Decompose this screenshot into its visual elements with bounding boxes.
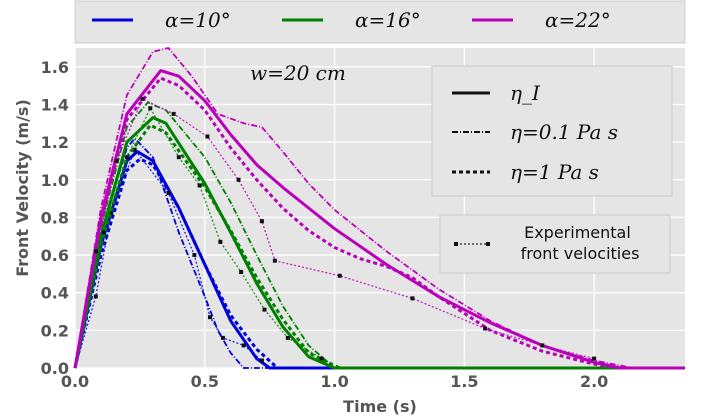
- series-line-5: [74, 101, 685, 369]
- experimental-point: [241, 343, 246, 348]
- experimental-legend-label: Experimental front velocities: [521, 223, 640, 263]
- experimental-legend-line-1: Experimental: [524, 223, 631, 242]
- experimental-point: [239, 270, 244, 274]
- y-tick-label: 1.2: [41, 133, 69, 152]
- series-line-2: [73, 157, 685, 370]
- style-label-eta-01: η=0.1 Pa s: [510, 120, 618, 144]
- experimental-point: [220, 335, 225, 340]
- width-annotation: w=20 cm: [250, 61, 346, 85]
- series-line-3: [74, 148, 263, 369]
- experimental-point: [93, 249, 98, 254]
- legend-label-alpha-22: α=22°: [545, 8, 611, 32]
- experimental-point: [218, 239, 223, 244]
- experimental-point: [483, 326, 488, 331]
- x-axis-title: Time (s): [343, 397, 417, 416]
- series-line-6: [73, 123, 685, 370]
- experimental-point: [592, 356, 597, 361]
- experimental-marker-left: [454, 242, 458, 246]
- y-tick-label: 1.4: [41, 95, 69, 114]
- x-tick-label: 0.5: [191, 372, 219, 391]
- experimental-point: [259, 358, 264, 363]
- x-tick-label: 1.5: [450, 372, 478, 391]
- series-line-11: [74, 98, 595, 369]
- ticks: 0.0 0.5 1.0 1.5 2.0 0.0 0.2 0.4 0.6 0.8 1.0 1.2 1.4 1…: [41, 58, 609, 391]
- y-tick-label: 0.2: [41, 321, 69, 340]
- experimental-point: [109, 211, 114, 216]
- experimental-point: [259, 219, 264, 224]
- y-tick-label: 0.8: [41, 208, 69, 227]
- x-tick-label: 2.0: [580, 372, 608, 391]
- style-label-eta-1: η=1 Pa s: [510, 160, 599, 184]
- experimental-point: [337, 273, 342, 278]
- experimental-point: [272, 258, 277, 263]
- experimental-point: [205, 134, 210, 139]
- experimental-point: [140, 96, 145, 101]
- legend-label-alpha-16: α=16°: [355, 8, 421, 32]
- y-axis-title: Front Velocity (m/s): [13, 99, 32, 277]
- experimental-point: [540, 343, 545, 348]
- experimental-point: [101, 230, 106, 235]
- experimental-point: [114, 158, 119, 163]
- experimental-legend-box: [439, 214, 671, 274]
- experimental-point: [148, 106, 153, 111]
- experimental-legend-line-2: front velocities: [521, 244, 640, 263]
- series-line-1: [74, 137, 685, 369]
- experimental-point: [319, 356, 324, 361]
- top-legend-box: [74, 0, 686, 44]
- experimental-point: [124, 155, 129, 160]
- legend-label-alpha-10: α=10°: [165, 8, 231, 32]
- series-line-10: [73, 76, 685, 370]
- y-tick-label: 1.6: [41, 58, 69, 77]
- y-tick-label: 0.4: [41, 284, 69, 303]
- experimental-point: [197, 183, 202, 188]
- series-layer: [73, 47, 685, 370]
- experimental-point: [132, 147, 137, 152]
- experimental-point: [166, 190, 171, 195]
- experimental-point: [93, 294, 98, 299]
- style-label-eta-i: η_I: [510, 81, 541, 105]
- experimental-point: [192, 253, 197, 258]
- experimental-point: [410, 296, 415, 301]
- x-tick-label: 0.0: [61, 372, 89, 391]
- experimental-point: [176, 155, 181, 160]
- experimental-point: [262, 307, 267, 312]
- y-tick-label: 0.0: [41, 359, 69, 378]
- experimental-point: [285, 335, 290, 340]
- y-tick-label: 0.6: [41, 246, 69, 265]
- series-line-7: [74, 107, 322, 369]
- experimental-point: [171, 111, 176, 116]
- experimental-point: [207, 315, 212, 320]
- y-tick-label: 1.0: [41, 171, 69, 190]
- experimental-marker-right: [486, 242, 490, 246]
- experimental-point: [236, 177, 241, 182]
- x-tick-label: 1.0: [320, 372, 348, 391]
